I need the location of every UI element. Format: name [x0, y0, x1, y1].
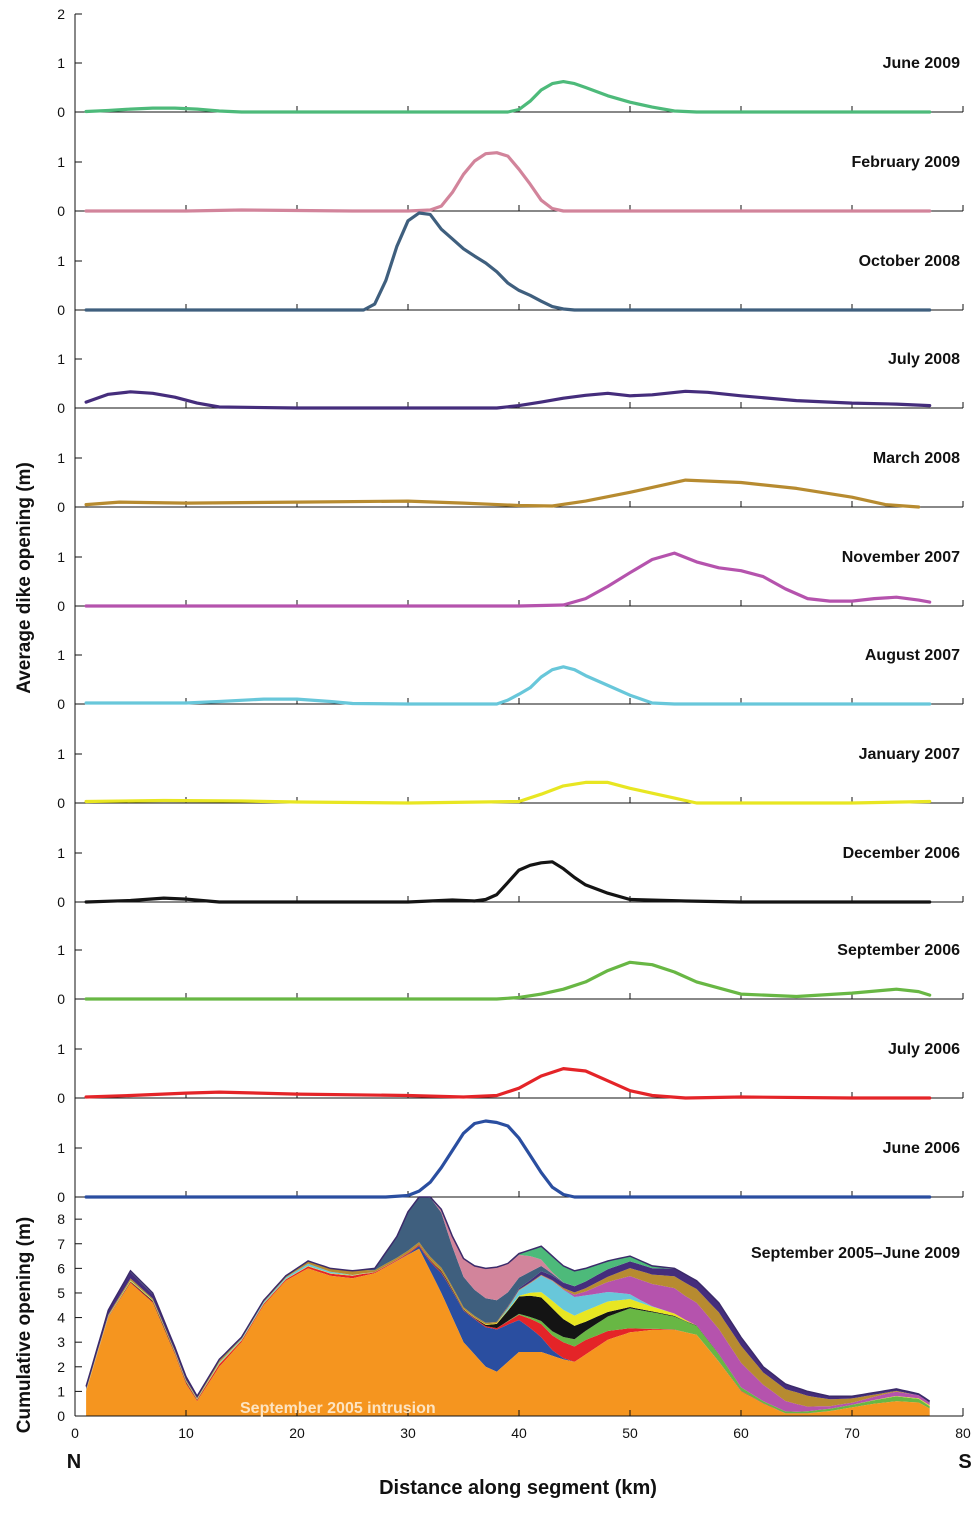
series-line-july-2006	[84, 1066, 932, 1100]
panel-title: March 2008	[873, 450, 960, 467]
panel-march-2008: 0 1 March 2008	[57, 450, 964, 515]
y-tick-label: 8	[57, 1211, 65, 1227]
y-tick-label: 1	[57, 55, 65, 71]
y-tick-label: 4	[57, 1310, 65, 1326]
x-tick-label: 0	[71, 1425, 79, 1441]
y-tick-label: 0	[57, 696, 65, 712]
panel-title: September 2005–June 2009	[751, 1245, 960, 1262]
y-tick-label: 1	[57, 845, 65, 861]
panel-title: June 2006	[883, 1140, 960, 1157]
north-label: N	[67, 1451, 81, 1473]
y-tick-label: 0	[57, 991, 65, 1007]
south-label: S	[958, 1451, 971, 1473]
panel-title: July 2008	[888, 351, 960, 368]
y-tick-label: 1	[57, 647, 65, 663]
y-tick-label: 3	[57, 1334, 65, 1350]
panel-august-2007: 0 1 August 2007	[57, 647, 964, 712]
panel-february-2009: 0 1 February 2009	[57, 151, 964, 219]
panel-december-2006: 0 1 December 2006	[57, 845, 964, 910]
panel-september-2006: 0 1 September 2006	[57, 942, 964, 1007]
panels: 0 1 2 June 2009 0 1 February 2009 0 1 October 200…	[57, 6, 964, 1205]
x-tick-label: 40	[511, 1425, 527, 1441]
series-line-december-2006	[84, 860, 932, 904]
series-line-august-2007	[84, 665, 932, 706]
series-line-july-2008	[84, 389, 932, 410]
y-tick-label: 0	[57, 598, 65, 614]
x-tick-label: 80	[955, 1425, 971, 1441]
panel-title: August 2007	[865, 647, 960, 664]
y-tick-label: 1	[57, 549, 65, 565]
y-tick-label: 0	[57, 104, 65, 120]
panel-title: July 2006	[888, 1041, 960, 1058]
series-line-june-2006	[84, 1119, 932, 1199]
y-tick-label: 1	[57, 1140, 65, 1156]
intrusion-annotation: September 2005 intrusion	[240, 1400, 436, 1417]
y-tick-label: 0	[57, 203, 65, 219]
y-tick-label: 1	[57, 450, 65, 466]
y-tick-label: 1	[57, 351, 65, 367]
y-tick-label: 0	[57, 499, 65, 515]
y-tick-label: 1	[57, 1041, 65, 1057]
panel-june-2006: 0 1 June 2006	[57, 1119, 964, 1205]
panel-title: January 2007	[859, 746, 961, 763]
panel-title: December 2006	[843, 845, 961, 862]
y-tick-label: 7	[57, 1236, 65, 1252]
panel-title: October 2008	[859, 253, 960, 270]
y-tick-label: 0	[57, 1090, 65, 1106]
y-tick-label: 0	[57, 1189, 65, 1205]
series-line-march-2008	[84, 478, 921, 509]
series-line-june-2009	[84, 79, 932, 114]
x-tick-label: 30	[400, 1425, 416, 1441]
y-tick-label: 1	[57, 746, 65, 762]
cumulative-layer-october-2008	[86, 1197, 930, 1402]
panel-june-2009: 0 1 2 June 2009	[57, 6, 964, 120]
panel-title: June 2009	[883, 55, 960, 72]
series-line-january-2007	[84, 780, 932, 805]
y-tick-label: 6	[57, 1260, 65, 1276]
cumulative-layer-september-2005-intrusion	[86, 1248, 930, 1416]
cumulative-layer-june-2006	[86, 1246, 930, 1414]
y-tick-label: 0	[57, 400, 65, 416]
y-tick-label: 0	[57, 302, 65, 318]
panel-july-2008: 0 1 July 2008	[57, 351, 964, 416]
y-tick-label: 1	[57, 942, 65, 958]
panel-title: February 2009	[851, 154, 960, 171]
y-tick-label: 0	[57, 1408, 65, 1424]
y-tick-label: 1	[57, 253, 65, 269]
series-line-september-2006	[84, 960, 932, 1001]
y-tick-label: 0	[57, 795, 65, 811]
panel-title: November 2007	[842, 549, 960, 566]
y-tick-label: 1	[57, 154, 65, 170]
x-tick-label: 60	[733, 1425, 749, 1441]
y-tick-label: 5	[57, 1285, 65, 1301]
y-axis-label-average: Average dike opening (m)	[14, 462, 35, 694]
panel-january-2007: 0 1 January 2007	[57, 746, 964, 811]
x-tick-label: 70	[844, 1425, 860, 1441]
x-tick-label: 20	[289, 1425, 305, 1441]
panel-october-2008: 0 1 October 2008	[57, 211, 964, 318]
panel-november-2007: 0 1 November 2007	[57, 549, 964, 614]
y-tick-label: 1	[57, 1383, 65, 1399]
cumulative-top-outline	[85, 1196, 931, 1402]
y-tick-label: 0	[57, 894, 65, 910]
x-tick-label: 10	[178, 1425, 194, 1441]
y-axis-label-cumulative: Cumulative opening (m)	[14, 1217, 35, 1433]
y-tick-label: 2	[57, 1359, 65, 1375]
panel-july-2006: 0 1 July 2006	[57, 1041, 964, 1106]
x-axis-label: Distance along segment (km)	[379, 1477, 657, 1499]
series-line-november-2007	[84, 551, 932, 608]
y-tick-label: 2	[57, 6, 65, 22]
x-tick-label: 50	[622, 1425, 638, 1441]
panel-title: September 2006	[837, 942, 960, 959]
series-line-february-2009	[84, 151, 932, 213]
series-line-october-2008	[84, 211, 932, 312]
